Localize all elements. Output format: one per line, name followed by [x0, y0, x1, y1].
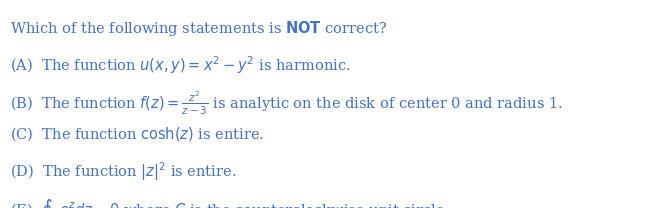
- Text: (A)  The function $u(x, y) = x^2 - y^2$ is harmonic.: (A) The function $u(x, y) = x^2 - y^2$ i…: [10, 54, 350, 76]
- Text: (E)  $\oint_C e^z dz = 0$ where $C$ is the counterclockwise unit circle.: (E) $\oint_C e^z dz = 0$ where $C$ is th…: [10, 198, 449, 208]
- Text: (D)  The function $|z|^2$ is entire.: (D) The function $|z|^2$ is entire.: [10, 160, 236, 183]
- Text: (B)  The function $f(z) = \frac{z^2}{z-3}$ is analytic on the disk of center 0 a: (B) The function $f(z) = \frac{z^2}{z-3}…: [10, 89, 562, 117]
- Text: Which of the following statements is $\mathbf{NOT}$ correct?: Which of the following statements is $\m…: [10, 19, 387, 38]
- Text: (C)  The function $\mathrm{cosh}(z)$ is entire.: (C) The function $\mathrm{cosh}(z)$ is e…: [10, 125, 264, 143]
